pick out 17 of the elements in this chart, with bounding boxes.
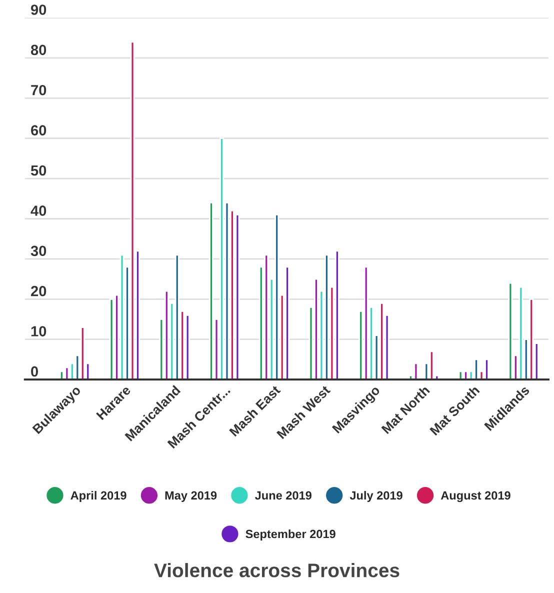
legend-label: August 2019 (440, 491, 510, 502)
y-tick-label: 40 (30, 206, 46, 216)
legend-label: May 2019 (165, 491, 217, 502)
y-tick-label: 90 (30, 4, 46, 15)
y-tick-label: 30 (30, 246, 46, 256)
legend-label: June 2019 (255, 491, 312, 500)
legend-label: April 2019 (70, 490, 126, 502)
y-tick-label: 0 (31, 366, 38, 377)
legend-label: September 2019 (246, 530, 336, 541)
y-tick-label: 70 (31, 84, 46, 96)
y-tick-label: 10 (31, 326, 46, 336)
legend-label: July 2019 (350, 490, 402, 502)
y-tick-label: 80 (30, 44, 46, 56)
y-tick-label: 50 (30, 165, 46, 176)
y-tick-label: 60 (31, 125, 46, 136)
y-tick-label: 20 (30, 286, 46, 296)
text: Violence across Provinces (154, 563, 400, 578)
